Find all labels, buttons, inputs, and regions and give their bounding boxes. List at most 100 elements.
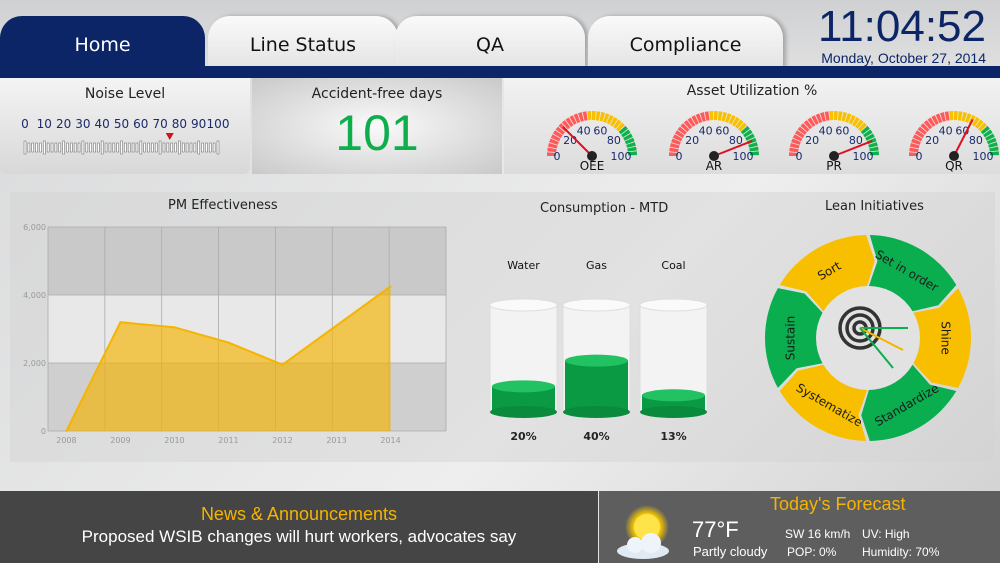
gauge-segment xyxy=(691,115,699,125)
noise-tick xyxy=(73,142,77,153)
lean-segment xyxy=(779,235,875,312)
noise-tick xyxy=(62,140,65,155)
gauge-needle xyxy=(953,119,974,157)
gauge-segment xyxy=(569,115,577,125)
tab-home[interactable]: Home xyxy=(0,16,205,68)
gauge-scale-label: 20 xyxy=(563,134,577,147)
gauge-segment xyxy=(920,123,930,132)
gauge-segment xyxy=(695,113,703,124)
noise-tick-label: 50 xyxy=(114,117,129,131)
chart-point xyxy=(281,363,284,366)
gauge-scale-label: 0 xyxy=(796,150,803,163)
lean-segment xyxy=(779,364,868,441)
gauge-scale-label: 100 xyxy=(733,150,754,163)
gauge-segment xyxy=(858,122,867,132)
noise-tick xyxy=(166,142,170,153)
tank-fill-top xyxy=(642,389,705,402)
gauge-segment xyxy=(728,114,736,125)
tab-line-status[interactable]: Line Status xyxy=(208,16,398,68)
noise-tick xyxy=(208,142,212,153)
noise-tick-label: 100 xyxy=(207,117,230,131)
gauge-segment xyxy=(927,117,936,127)
tank-top xyxy=(639,298,708,312)
noise-tick xyxy=(42,140,46,155)
gauge-segment xyxy=(800,123,810,132)
noise-tick-label: 60 xyxy=(133,117,148,131)
noise-tick xyxy=(127,142,131,153)
wind: SW 16 km/h xyxy=(785,527,851,541)
gauge-scale-label: 40 xyxy=(577,124,591,137)
gauge-segment xyxy=(917,126,927,135)
gauge-segment xyxy=(860,125,870,135)
gauge-needle xyxy=(713,139,753,157)
noise-pointer xyxy=(165,133,174,140)
gauge-segment xyxy=(582,111,588,121)
noise-tick xyxy=(27,142,31,153)
gauge-segment xyxy=(595,111,601,121)
gauge-segment xyxy=(626,142,636,148)
tank-fill-top xyxy=(492,380,555,393)
clock-time: 11:04:52 xyxy=(817,2,986,51)
noise-tick xyxy=(154,142,158,153)
noise-tick xyxy=(39,142,42,153)
gauge-segment xyxy=(671,138,681,145)
chart-band xyxy=(48,227,446,295)
gauge-segment xyxy=(623,133,633,141)
asset-title: Asset Utilization % xyxy=(686,83,818,99)
pm-effectiveness-chart: 0 2,000 4,000 6,000 2008 2009 2010 2011 2012 2013… xyxy=(23,223,447,445)
noise-tick xyxy=(143,142,146,153)
gauge-segment xyxy=(700,112,706,122)
gauge-segment xyxy=(911,138,921,145)
gauge-segment xyxy=(855,119,864,129)
tab-qa[interactable]: QA xyxy=(395,16,585,68)
accident-panel: Accident-free days 101 xyxy=(252,78,502,174)
gauge-segment xyxy=(738,122,747,132)
gauge-segment xyxy=(848,114,856,125)
noise-tick xyxy=(31,142,35,153)
noise-tick xyxy=(108,142,112,153)
chart-point xyxy=(173,326,176,329)
gauge-segment xyxy=(749,146,759,152)
x-tick-label: 2012 xyxy=(272,436,292,445)
lean-segment xyxy=(861,364,957,441)
noise-tick xyxy=(170,142,173,153)
tank-bottom xyxy=(490,406,557,418)
noise-tick xyxy=(58,142,62,153)
gauge-needle xyxy=(562,126,593,157)
gauge-segment xyxy=(687,117,696,127)
gauge-segment xyxy=(944,111,950,121)
gauge-label: PR xyxy=(826,159,842,173)
gauge-scale-label: 80 xyxy=(607,134,621,147)
gauge-segment xyxy=(789,152,799,156)
gauge-segment xyxy=(743,129,753,138)
gauge-segment xyxy=(841,111,848,122)
accident-count: 101 xyxy=(335,105,419,161)
tab-compliance[interactable]: Compliance xyxy=(588,16,783,68)
noise-tick xyxy=(185,142,189,153)
lean-segment xyxy=(868,235,957,312)
noise-tick xyxy=(66,142,69,153)
gauge-segment xyxy=(803,120,813,130)
gauge-segment xyxy=(555,126,565,135)
noise-tick xyxy=(181,142,185,153)
gauge-segment xyxy=(675,130,685,138)
noise-tick xyxy=(174,142,177,153)
gauge-segment xyxy=(618,125,628,135)
gauge-segment xyxy=(709,111,714,121)
noise-tick xyxy=(189,142,193,153)
chart-point xyxy=(65,430,68,432)
tank-percent: 40% xyxy=(583,430,609,443)
gauge-segment xyxy=(935,113,943,124)
gauge-segment xyxy=(627,151,637,156)
tank-bottom xyxy=(563,406,630,418)
gauge-segment xyxy=(547,152,557,156)
news-headline[interactable]: Proposed WSIB changes will hurt workers,… xyxy=(81,527,517,546)
tank-top xyxy=(562,298,631,312)
gauge-hub xyxy=(949,151,959,161)
noise-tick-label: 40 xyxy=(95,117,110,131)
gauge-scale-label: 0 xyxy=(916,150,923,163)
noise-tick xyxy=(104,142,108,153)
gauge-segment xyxy=(797,126,807,135)
gauge-segment xyxy=(573,113,581,124)
gauge-scale-label: 40 xyxy=(699,124,713,137)
